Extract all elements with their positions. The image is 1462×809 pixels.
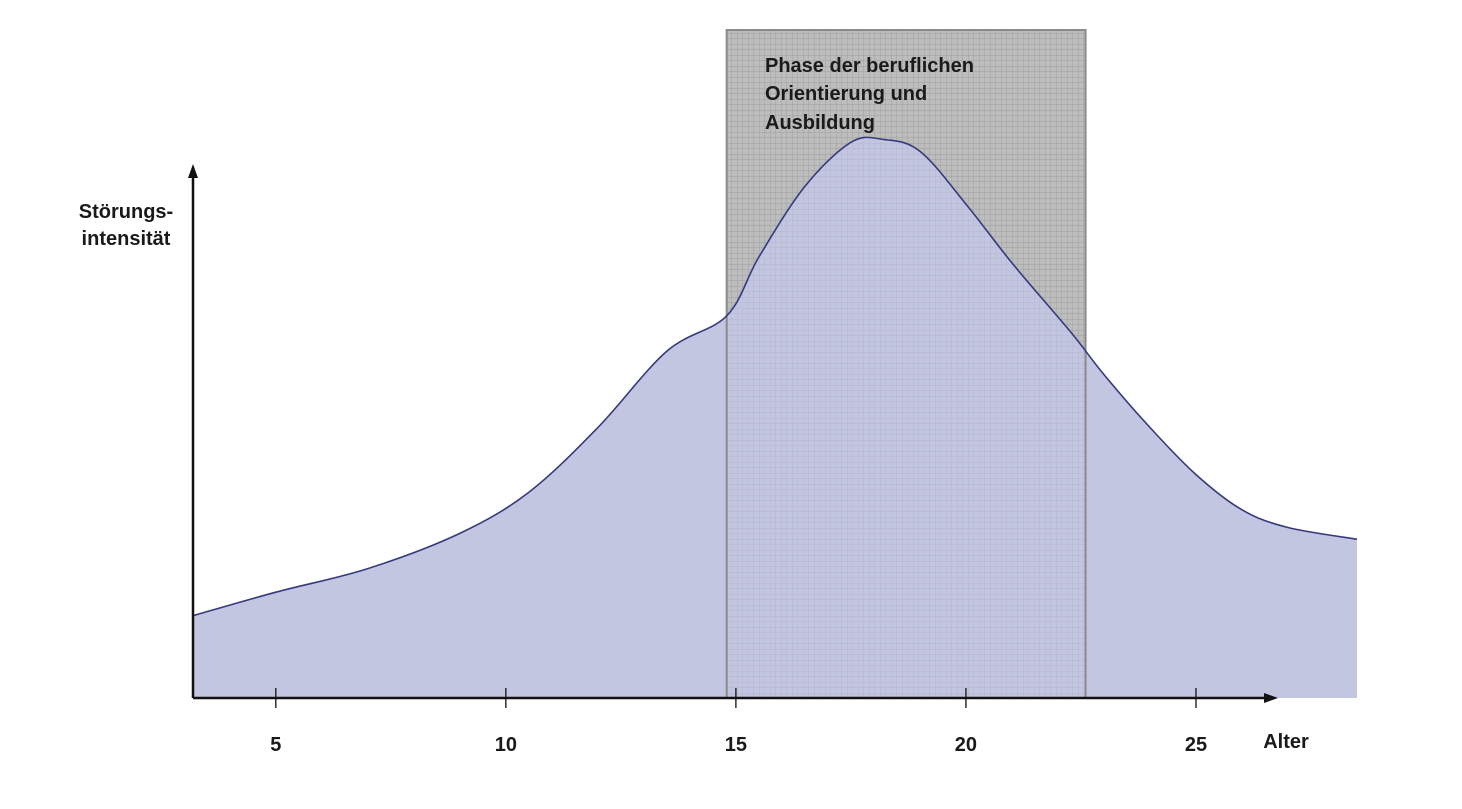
x-tick-label: 25: [1185, 734, 1207, 756]
series-line: [192, 136, 1358, 617]
y-axis-label-line-2: intensität: [82, 228, 171, 250]
band-label-line-3: Ausbildung: [765, 112, 875, 134]
x-tick-label: 20: [955, 734, 977, 756]
band-label-line-1: Phase der beruflichen: [765, 55, 974, 77]
x-axis-arrow: [1264, 693, 1278, 703]
x-tick-label: 10: [495, 734, 517, 756]
x-ticks: 5 10 15 20 25: [270, 688, 1207, 756]
x-tick-label: 5: [270, 734, 281, 756]
x-axis-label: Alter: [1263, 731, 1309, 753]
band-label-line-2: Orientierung und: [765, 83, 927, 105]
x-tick-label: 15: [725, 734, 747, 756]
y-axis-label-line-1: Störungs-: [79, 201, 173, 223]
y-axis-arrow: [188, 164, 198, 178]
highlight-band-overlay-grid: [726, 30, 1086, 698]
axes: [188, 164, 1278, 703]
